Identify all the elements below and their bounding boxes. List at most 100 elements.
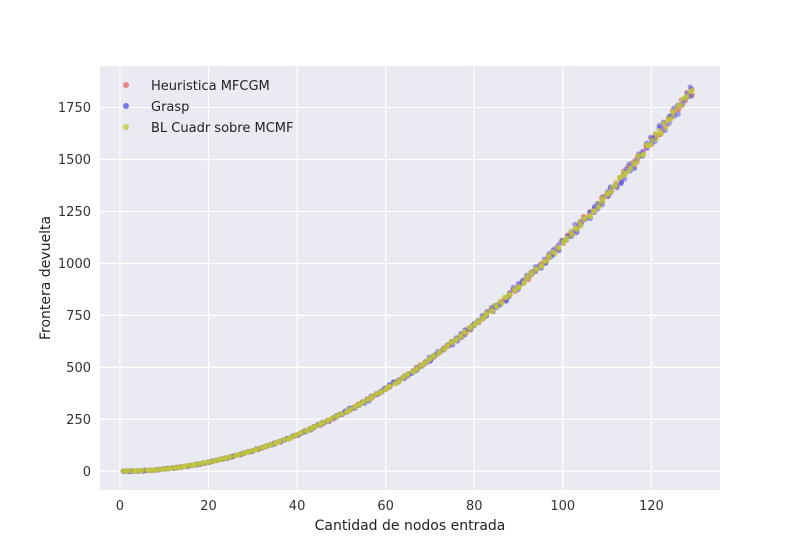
data-point-3	[147, 467, 153, 473]
data-point-3	[319, 420, 325, 426]
tick-labels: 0 20 40 60 80 100 120 0 250 500 750 1000 1250 1500 175…	[58, 101, 664, 514]
data-point-3	[507, 292, 514, 298]
x-axis-label: Cantidad de nodos entrada	[315, 518, 506, 534]
data-point-3	[161, 466, 167, 472]
legend-label: Grasp	[151, 100, 189, 115]
data-point-3	[127, 468, 133, 474]
data-point-3	[625, 169, 631, 175]
data-point-3	[445, 342, 451, 348]
data-point-3	[635, 153, 641, 159]
x-tick-label: 80	[466, 499, 483, 514]
data-point-3	[670, 108, 676, 114]
x-tick-label: 100	[550, 499, 575, 514]
data-point-3	[689, 87, 695, 93]
data-point-3	[413, 366, 419, 372]
y-tick-label: 1000	[58, 257, 91, 272]
data-point-3	[521, 280, 527, 286]
data-point-3	[497, 299, 503, 305]
data-point-3	[683, 93, 690, 99]
data-point-3	[564, 237, 570, 243]
data-point-3	[523, 273, 530, 279]
data-point-3	[213, 457, 220, 463]
data-point-3	[263, 443, 269, 449]
data-point-3	[427, 356, 433, 362]
data-point-3	[235, 451, 241, 457]
data-point-3	[648, 142, 654, 148]
data-point-3	[604, 192, 610, 198]
data-point-3	[546, 252, 552, 258]
data-point-3	[665, 115, 672, 122]
data-point-3	[582, 215, 588, 222]
y-tick-label: 1750	[58, 101, 91, 116]
x-tick-label: 120	[639, 499, 664, 514]
x-tick-label: 60	[377, 499, 394, 514]
data-point-3	[369, 395, 375, 401]
legend-label: Heuristica MFCGM	[151, 79, 270, 94]
data-point-3	[516, 285, 522, 291]
data-point-3	[616, 175, 623, 181]
data-point-3	[675, 103, 681, 109]
y-tick-label: 250	[66, 413, 91, 428]
data-point-3	[569, 232, 575, 238]
data-point-3	[568, 228, 574, 234]
data-point-3	[670, 114, 676, 120]
x-tick-label: 0	[116, 499, 124, 514]
data-point-3	[680, 102, 686, 108]
legend-marker	[123, 103, 129, 109]
data-point-3	[387, 383, 393, 389]
data-point-3	[641, 152, 647, 158]
data-point-3	[492, 302, 499, 308]
data-point-3	[572, 225, 578, 231]
data-point-3	[431, 353, 437, 359]
data-point-3	[635, 158, 641, 164]
data-point-3	[528, 272, 534, 278]
data-point-3	[364, 397, 370, 403]
data-point-2	[688, 93, 694, 99]
legend-marker	[123, 124, 129, 130]
y-tick-label: 500	[66, 361, 91, 376]
legend-marker	[123, 82, 129, 88]
y-axis-label: Frontera devuelta	[38, 216, 54, 340]
data-point-3	[501, 294, 507, 300]
data-point-3	[600, 199, 606, 205]
data-point-3	[401, 374, 407, 381]
data-point-3	[630, 160, 637, 166]
data-point-3	[404, 372, 411, 378]
data-point-3	[596, 204, 602, 210]
data-point-2	[656, 122, 662, 128]
data-point-3	[587, 212, 594, 218]
data-point-3	[458, 332, 464, 338]
data-point-3	[289, 433, 295, 440]
data-point-3	[306, 426, 312, 432]
data-point-3	[436, 351, 442, 357]
data-point-3	[599, 195, 605, 201]
y-tick-label: 0	[83, 465, 91, 480]
y-tick-label: 750	[66, 309, 91, 324]
data-point-3	[339, 411, 345, 417]
y-tick-label: 1500	[58, 153, 91, 168]
data-point-3	[511, 288, 518, 294]
data-point-3	[448, 340, 455, 346]
data-point-3	[169, 465, 175, 471]
x-tick-label: 20	[200, 499, 217, 514]
data-point-3	[276, 438, 282, 444]
data-point-3	[254, 446, 260, 452]
data-point-3	[311, 424, 317, 430]
data-point-3	[621, 172, 627, 178]
data-point-3	[297, 430, 303, 436]
grid	[100, 66, 720, 490]
data-point-3	[293, 432, 300, 438]
data-point-3	[590, 208, 596, 214]
legend: Heuristica MFCGM Grasp BL Cuadr sobre MCMF	[123, 79, 293, 136]
data-point-3	[157, 466, 163, 473]
data-point-2	[675, 111, 681, 117]
data-point-3	[227, 454, 233, 460]
data-point-3	[577, 221, 584, 228]
legend-label: BL Cuadr sobre MCMF	[151, 121, 293, 136]
data-point-3	[539, 264, 545, 270]
data-point-3	[200, 460, 206, 466]
data-point-3	[608, 189, 614, 195]
data-point-3	[360, 399, 366, 405]
x-tick-label: 40	[289, 499, 306, 514]
data-point-3	[552, 251, 558, 257]
